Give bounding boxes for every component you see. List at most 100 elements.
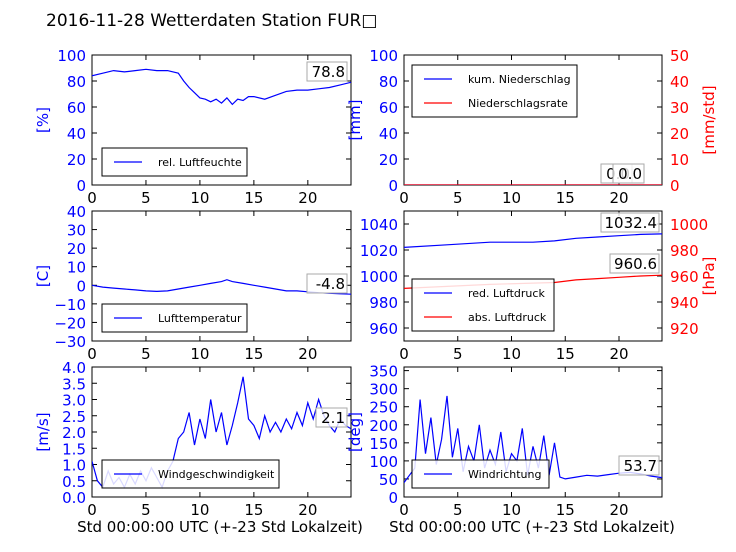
- last-value-label: 0.0: [618, 165, 642, 183]
- x-tick-label: 5: [141, 189, 151, 207]
- y-tick-label: 0: [388, 177, 398, 195]
- y-axis-label-right: [hPa]: [700, 257, 718, 296]
- y-axis-label: [mm]: [346, 100, 364, 141]
- legend-box: [411, 278, 555, 332]
- y-tick-label-right: 20: [670, 125, 689, 143]
- legend-label: kum. Niederschlag: [468, 73, 571, 86]
- value-label-box: [612, 163, 645, 184]
- x-tick-label: 10: [502, 345, 521, 363]
- y-tick-label: 10: [67, 259, 86, 277]
- value-label-box: [306, 61, 348, 82]
- y-tick-label-right: 940: [670, 294, 699, 312]
- y-tick-label: 0: [76, 177, 86, 195]
- y-tick-label: 2.5: [62, 408, 86, 426]
- x-tick-label: 5: [141, 501, 151, 519]
- y-tick-label: 350: [369, 363, 398, 381]
- y-axis-label: [m/s]: [34, 412, 52, 451]
- y-tick-label: 1040: [360, 216, 398, 234]
- y-tick-label: 2.0: [62, 424, 86, 442]
- y-tick-label: 50: [379, 471, 398, 489]
- y-tick-label: 980: [369, 294, 398, 312]
- y-tick-label: 1020: [360, 242, 398, 260]
- y-tick-label: 20: [379, 151, 398, 169]
- y-tick-label-right: 960: [670, 268, 699, 286]
- legend-box: [411, 64, 578, 118]
- y-tick-label: 3.5: [62, 375, 86, 393]
- y-tick-label: 40: [379, 125, 398, 143]
- x-tick-label: 0: [399, 501, 409, 519]
- panel-humidity: 0 20 40 60 80 100 0 5 10 15 20 [%] 78.8 rel. Luftfeuc…: [34, 47, 352, 207]
- y-tick-label: 250: [369, 399, 398, 417]
- y-tick-label: 80: [379, 73, 398, 91]
- x-tick-label: 20: [298, 189, 317, 207]
- y-tick-label-right: 40: [670, 73, 689, 91]
- y-tick-label: 150: [369, 435, 398, 453]
- y-tick-label-right: 980: [670, 242, 699, 260]
- panel-precipitation: 0 20 40 60 80 100 0 10 20 30 40 50 0 5 10 15 20 [mm] [mm/s…: [346, 47, 718, 207]
- y-tick-label: 40: [67, 203, 86, 221]
- y-tick-label: 200: [369, 417, 398, 435]
- x-tick-label: 5: [453, 345, 463, 363]
- y-tick-label: −10: [54, 296, 86, 314]
- y-tick-label: 0: [388, 489, 398, 507]
- y-tick-label-right: 30: [670, 99, 689, 117]
- x-tick-label: 5: [141, 345, 151, 363]
- x-tick-label: 15: [556, 189, 575, 207]
- y-axis-label-right: [mm/std]: [700, 85, 718, 154]
- y-tick-label: 1.5: [62, 440, 86, 458]
- legend-label: rel. Luftfeuchte: [158, 156, 242, 169]
- legend-label: Windgeschwindigkeit: [158, 468, 275, 481]
- legend-label: Niederschlagsrate: [468, 97, 568, 110]
- last-value-label: -4.8: [316, 275, 345, 293]
- last-value-label: 78.8: [312, 63, 345, 81]
- x-tick-label: 10: [190, 189, 209, 207]
- panel-wind_speed: 0.00.51.01.52.02.53.03.54.0 0 5 10 15 20 [m/s]…: [34, 359, 352, 519]
- x-tick-label: 20: [298, 501, 317, 519]
- x-tick-label: 20: [298, 345, 317, 363]
- x-tick-label: 0: [87, 501, 97, 519]
- legend-label: Lufttemperatur: [158, 312, 242, 325]
- y-axis-label: [C]: [34, 265, 52, 287]
- y-tick-label: 60: [67, 99, 86, 117]
- series-line-0: [92, 68, 351, 106]
- y-tick-label: 0.5: [62, 473, 86, 491]
- y-tick-label: 30: [67, 222, 86, 240]
- last-value-label: 53.7: [624, 457, 657, 475]
- last-value-label: 2.1: [321, 409, 345, 427]
- y-tick-label: 300: [369, 381, 398, 399]
- value-label-box: [609, 253, 660, 274]
- x-tick-label: 0: [87, 345, 97, 363]
- x-tick-label: 15: [244, 345, 263, 363]
- y-tick-label: 100: [369, 47, 398, 65]
- x-tick-label: 15: [244, 189, 263, 207]
- y-tick-label: 0.0: [62, 489, 86, 507]
- x-tick-label: 15: [556, 345, 575, 363]
- value-label-box: [618, 455, 660, 476]
- x-tick-label: 5: [453, 189, 463, 207]
- value-label-box: [315, 407, 348, 428]
- x-tick-label: 10: [190, 501, 209, 519]
- y-tick-label-right: 920: [670, 320, 699, 338]
- figure-title: 2016-11-28 Wetterdaten Station FUR□: [46, 11, 377, 31]
- y-tick-label: −20: [54, 314, 86, 332]
- y-tick-label: 960: [369, 320, 398, 338]
- x-tick-label: 15: [556, 501, 575, 519]
- y-tick-label: 1000: [360, 268, 398, 286]
- y-axis-label: [%]: [34, 107, 52, 133]
- y-axis-label: [deg]: [346, 412, 364, 452]
- x-tick-label: 15: [244, 501, 263, 519]
- x-tick-label: 20: [609, 345, 628, 363]
- legend-label: red. Luftdruck: [468, 287, 545, 300]
- last-value-label: 1032.4: [605, 214, 658, 232]
- y-tick-label: 1.0: [62, 457, 86, 475]
- x-tick-label: 5: [453, 501, 463, 519]
- y-tick-label: 100: [57, 47, 86, 65]
- y-tick-label: 60: [379, 99, 398, 117]
- legend-label: Windrichtung: [468, 468, 541, 481]
- series-line-0: [92, 279, 351, 295]
- y-tick-label: 100: [369, 453, 398, 471]
- y-tick-label-right: 10: [670, 151, 689, 169]
